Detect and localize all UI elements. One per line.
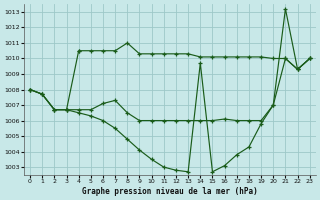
X-axis label: Graphe pression niveau de la mer (hPa): Graphe pression niveau de la mer (hPa)	[82, 187, 258, 196]
